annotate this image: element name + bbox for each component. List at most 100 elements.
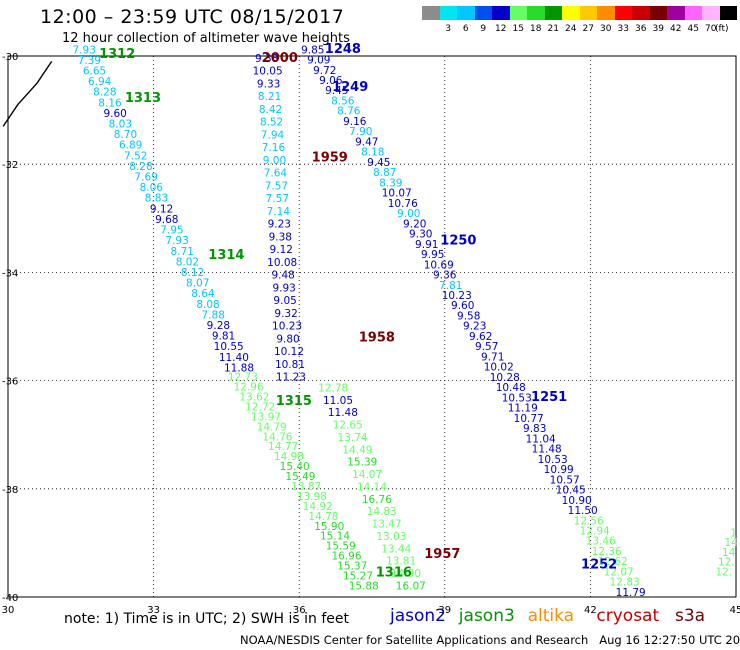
wave-height-value: 9.06 [319,75,343,87]
wave-height-value: 12.65 [333,420,363,432]
wave-height-value: 7.52 [124,150,147,162]
wave-height-value: 9.36 [433,270,457,282]
wave-height-value: 7.88 [202,309,225,321]
scale-swatch [614,6,632,20]
wave-height-value: 10.02 [484,362,514,374]
wave-height-value: 9.30 [409,229,432,241]
wave-height-value: 7.81 [439,280,462,292]
scale-swatch [422,6,440,20]
lat-tick-label: -32 [2,160,18,171]
wave-height-value: 8.02 [176,256,199,268]
wave-height-value: 14.49 [342,444,372,456]
wave-height-value: 11.79 [616,587,646,599]
wave-height-value: 12.72 [245,401,275,413]
pass-number-label: 2000 [262,51,298,66]
scale-swatch [509,6,527,20]
scale-swatch [684,6,702,20]
wave-height-value: 15.90 [314,521,344,533]
wave-height-value: 14.78 [308,511,338,523]
wave-height-value: 12.56 [574,515,604,527]
wave-height-value: 8.83 [145,193,168,205]
wave-height-value: 10.23 [272,321,302,333]
lat-tick-label: -38 [2,485,18,496]
wave-height-value: 6.65 [83,66,106,78]
wave-height-value: 14.98 [274,451,304,463]
wave-height-value: 11.50 [568,505,598,517]
satellite-legend-item: altika [527,606,575,626]
wave-height-value: 9.16 [343,116,367,128]
wave-height-value: 14.79 [257,421,287,433]
wave-height-value: 10.90 [562,495,592,507]
wave-height-value: 9.20 [403,218,426,230]
coastline [2,61,53,127]
pass-number-label: 1313 [125,91,161,106]
wave-height-value: 13.97 [251,411,281,423]
wave-height-value: 16.07 [396,580,426,592]
footnote: note: 1) Time is in UTC; 2) SWH is in fe… [64,611,350,627]
wave-height-value: 8.71 [171,246,194,258]
wave-height-value: 9.93 [272,282,295,294]
lon-tick-label: 42 [584,605,597,616]
wave-height-value: 9.48 [271,270,294,282]
wave-height-value: 7.57 [265,180,288,192]
lat-tick-label: -36 [2,377,18,388]
wave-height-value: 7.69 [134,172,157,184]
wave-height-color-scale: 3 6 9 12 15 18 21 24 27 30 33 36 39 42 45 70 (ft) [422,6,738,38]
wave-height-value: 10.07 [382,188,412,200]
credit-timestamp: Aug 16 12:27:50 UTC 2017 [599,633,740,647]
wave-height-value: 7.14 [267,206,291,218]
wave-height-value: 7.64 [264,168,288,180]
wave-height-value: 16.96 [331,551,361,563]
wave-height-value: 7.90 [349,126,372,138]
wave-height-value: 8.07 [186,278,209,290]
wave-height-value: 7.57 [266,193,289,205]
wave-height-value: 8.03 [109,119,132,131]
scale-swatch [562,6,580,20]
wave-height-value: 10.05 [253,66,283,78]
pass-number-label: 1958 [359,331,395,346]
wave-height-value: 12.36 [592,546,622,558]
wave-height-value: 15.40 [280,461,310,473]
wave-height-value: 12.78 [318,382,348,394]
wave-height-value: 9.05 [273,295,296,307]
wave-height-value: 8.76 [337,106,361,118]
wave-height-value: 8.52 [260,117,283,129]
scale-swatch [474,6,492,20]
pass-number-label: 1957 [424,547,460,562]
lon-tick-label: 36 [293,605,306,616]
wave-height-value: 9.32 [274,308,297,320]
credit-org: NOAA/NESDIS Center for Satellite Applica… [240,633,589,647]
satellite-legend-item: jason2 [390,606,446,626]
wave-height-value: 11.40 [219,352,249,364]
wave-height-value: 16.76 [362,494,392,506]
wave-height-value: 10.76 [388,198,418,210]
wave-height-value: 9.45 [325,85,348,97]
wave-height-value: 12.73 [228,372,258,384]
wave-height-value: 1 [730,527,737,539]
credit-line: NOAA/NESDIS Center for Satellite Applica… [240,633,740,647]
wave-height-value: 10.57 [550,474,580,486]
wave-height-value: 9.60 [103,108,126,120]
wave-height-value: 13.87 [291,481,321,493]
wave-height-value: 6.94 [88,76,112,88]
wave-height-value: 12. [718,557,735,569]
scale-swatch [439,6,457,20]
wave-height-value: 6.89 [119,140,142,152]
wave-height-value: 9.23 [268,219,291,231]
wave-height-value: 9.80 [276,333,299,345]
wave-height-value: 14.76 [262,431,292,443]
wave-height-value: 15.59 [326,541,356,553]
lon-tick-label: 30 [2,605,15,616]
wave-height-value: 8.70 [114,129,137,141]
wave-height-value: 11.05 [323,395,353,407]
wave-height-value: 12.94 [580,525,610,537]
wave-height-value: 8.21 [258,91,281,103]
wave-height-value: 13.03 [376,531,406,543]
scale-unit: (ft) [715,24,729,34]
wave-height-value: 8.42 [259,104,282,116]
scale-label: 24 [565,24,577,34]
wave-height-value: 12.62 [598,556,628,568]
wave-height-value: 11.48 [532,444,562,456]
scale-swatch [597,6,615,20]
